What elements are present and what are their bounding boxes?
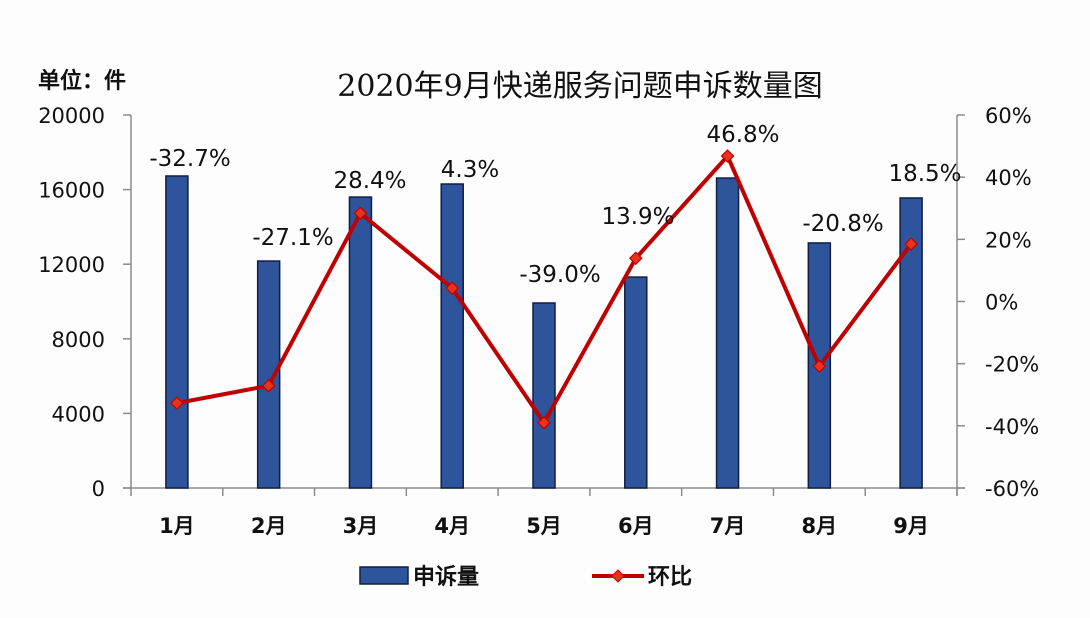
data-label: 13.9% <box>601 204 674 230</box>
left-tick-label: 20000 <box>38 104 105 128</box>
mom-marker <box>261 378 276 393</box>
bar-9月 <box>899 197 923 489</box>
x-tick-label: 5月 <box>526 514 562 538</box>
bar-5月 <box>532 302 556 489</box>
left-tick-label: 16000 <box>38 179 105 203</box>
left-tick-label: 4000 <box>52 402 105 426</box>
data-label: 18.5% <box>888 161 961 187</box>
x-tick-label: 2月 <box>251 514 287 538</box>
bar-2月 <box>256 260 281 489</box>
data-label: -32.7% <box>149 146 230 172</box>
legend-line-label: 环比 <box>648 565 692 590</box>
unit-label: 单位：件 <box>38 68 126 94</box>
chart-title: 2020年9月快递服务问题申诉数量图 <box>337 69 822 104</box>
x-tick-label: 3月 <box>343 514 379 538</box>
data-label: 28.4% <box>333 168 406 194</box>
left-tick-label: 0 <box>92 477 105 501</box>
right-tick-label: 60% <box>985 104 1032 128</box>
mom-marker <box>170 396 184 410</box>
right-tick-label: -20% <box>985 353 1039 377</box>
bar-1月 <box>165 175 189 489</box>
legend-bar-label: 申诉量 <box>413 564 479 590</box>
bar-4月 <box>440 183 464 489</box>
bar-6月 <box>624 276 648 489</box>
legend-line-marker <box>611 569 625 583</box>
x-tick-label: 8月 <box>802 514 838 538</box>
bar-3月 <box>348 196 373 489</box>
left-tick-label: 8000 <box>52 328 105 352</box>
data-label: -27.1% <box>252 225 333 251</box>
right-tick-label: 20% <box>985 228 1032 252</box>
x-tick-label: 4月 <box>434 514 470 538</box>
x-tick-label: 1月 <box>159 514 195 538</box>
right-tick-label: 0% <box>985 291 1018 315</box>
mom-marker <box>812 359 827 374</box>
mom-marker <box>904 237 918 251</box>
mom-marker <box>445 281 460 295</box>
mom-marker <box>353 206 368 221</box>
mom-marker <box>720 149 735 163</box>
mom-marker <box>537 415 551 430</box>
x-tick-label: 6月 <box>618 514 654 538</box>
data-label: -20.8% <box>802 211 883 237</box>
bar-7月 <box>715 177 740 489</box>
x-tick-label: 9月 <box>893 514 929 538</box>
x-tick-label: 7月 <box>710 514 746 538</box>
data-label: 4.3% <box>441 157 499 183</box>
left-tick-label: 12000 <box>38 253 105 277</box>
data-label: -39.0% <box>519 262 600 288</box>
legend-bar-swatch <box>359 566 409 585</box>
right-tick-label: -40% <box>985 415 1039 439</box>
mom-marker <box>628 251 643 266</box>
right-tick-label: -60% <box>985 477 1039 501</box>
data-label: 46.8% <box>706 122 779 148</box>
right-tick-label: 40% <box>985 166 1032 190</box>
